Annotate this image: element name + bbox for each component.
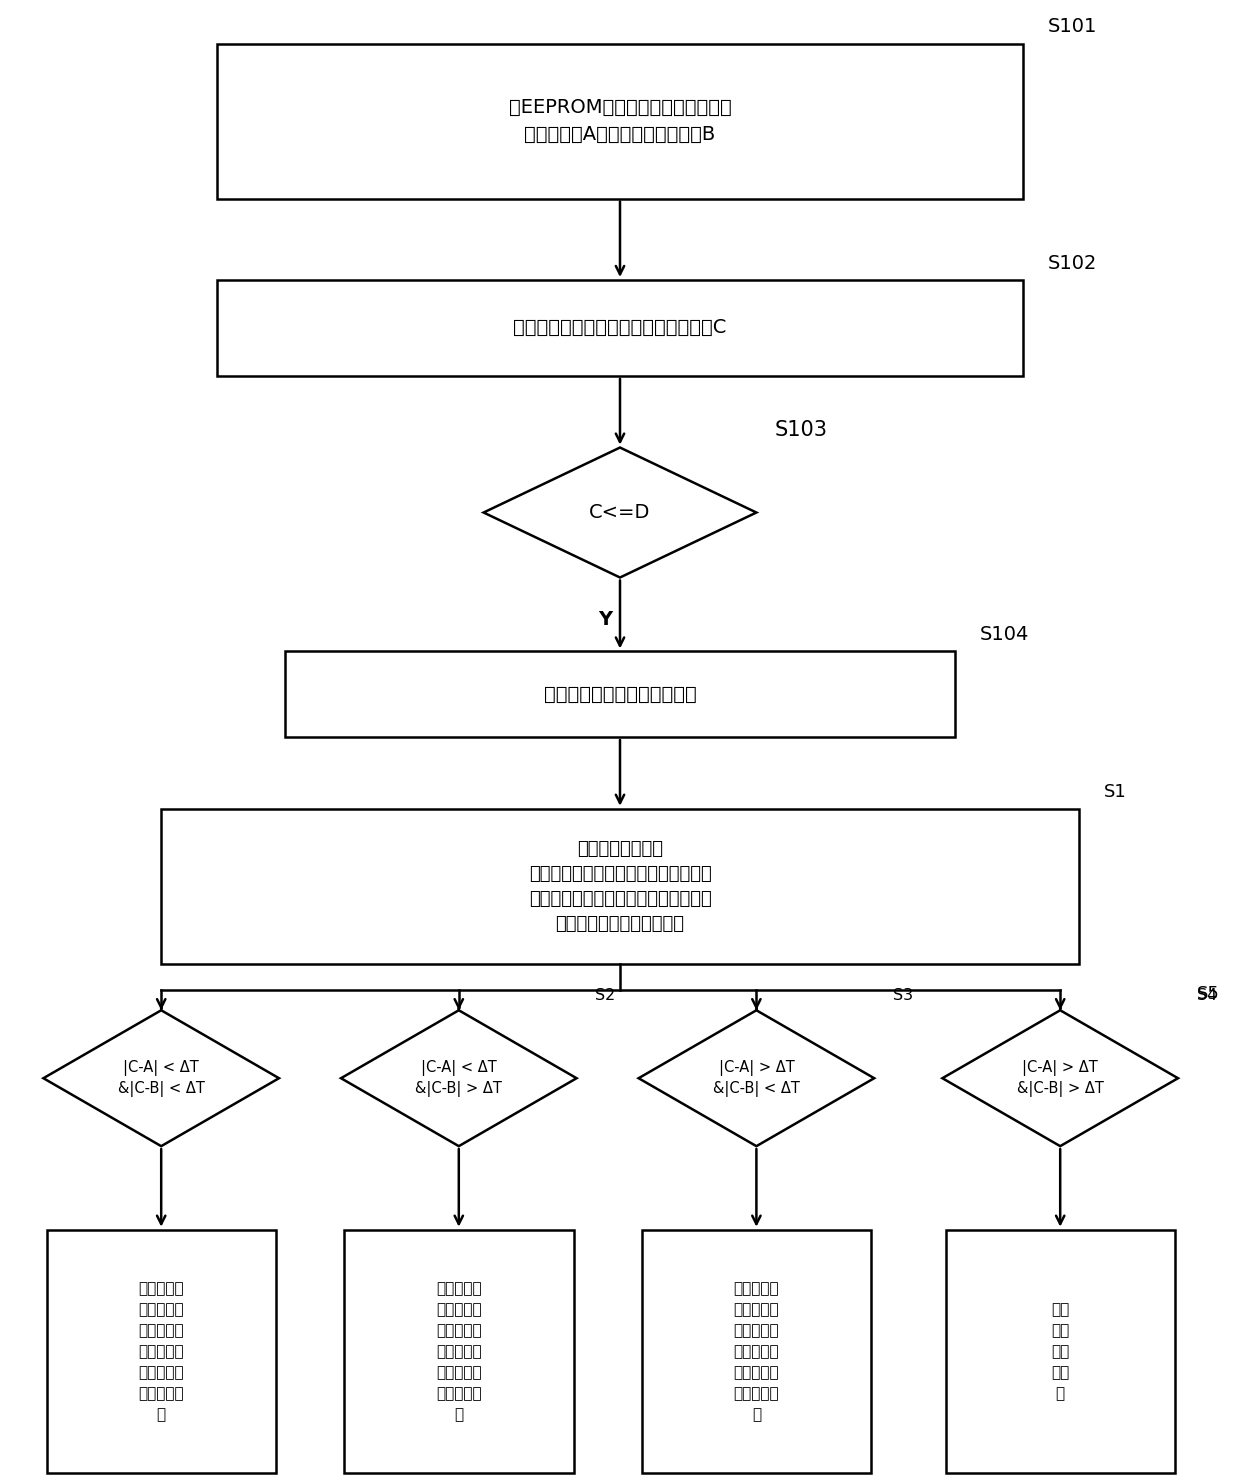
- Polygon shape: [639, 1010, 874, 1146]
- Text: S101: S101: [1048, 18, 1097, 37]
- FancyBboxPatch shape: [343, 1229, 573, 1474]
- Text: 当前循环中加速踏板开度对应的电压值C: 当前循环中加速踏板开度对应的电压值C: [513, 319, 727, 337]
- Text: S104: S104: [980, 625, 1029, 644]
- Text: |C-A| < ΔT
&|C-B| > ΔT: |C-A| < ΔT &|C-B| > ΔT: [415, 1060, 502, 1096]
- FancyBboxPatch shape: [161, 809, 1079, 963]
- Text: C<=D: C<=D: [589, 504, 651, 521]
- Text: |C-A| > ΔT
&|C-B| > ΔT: |C-A| > ΔT &|C-B| > ΔT: [1017, 1060, 1104, 1096]
- Text: |C-A| > ΔT
&|C-B| < ΔT: |C-A| > ΔT &|C-B| < ΔT: [713, 1060, 800, 1096]
- Text: |C-A| < ΔT
&|C-B| < ΔT: |C-A| < ΔT &|C-B| < ΔT: [118, 1060, 205, 1096]
- FancyBboxPatch shape: [945, 1229, 1176, 1474]
- Text: S3: S3: [893, 988, 913, 1003]
- Text: S2: S2: [595, 988, 615, 1003]
- Text: S5: S5: [1197, 985, 1219, 1003]
- FancyBboxPatch shape: [217, 44, 1023, 198]
- FancyBboxPatch shape: [285, 651, 955, 737]
- Polygon shape: [484, 448, 756, 578]
- Text: S4: S4: [1197, 988, 1216, 1003]
- Text: 根据电压值的均值进行自学习: 根据电压值的均值进行自学习: [543, 685, 697, 703]
- Text: 如果自学习失败，
计算电压值和上电时最小位置值的差值
的第一绝对值以及电压值和下电时最小
位置值的差值的第二绝对值: 如果自学习失败， 计算电压值和上电时最小位置值的差值 的第一绝对值以及电压值和下…: [528, 840, 712, 932]
- Polygon shape: [942, 1010, 1178, 1146]
- Text: 当下电时最
小位置值小
于标定阈值
时，以下电
时最小位置
值进行自学
习: 当下电时最 小位置值小 于标定阈值 时，以下电 时最小位置 值进行自学 习: [734, 1281, 779, 1422]
- FancyBboxPatch shape: [642, 1229, 870, 1474]
- Text: 当下电时最
小位置值小
于标定阈值
时，以下电
时最小位置
值进行自学
习: 当下电时最 小位置值小 于标定阈值 时，以下电 时最小位置 值进行自学 习: [139, 1281, 184, 1422]
- Text: S103: S103: [775, 419, 828, 440]
- FancyBboxPatch shape: [47, 1229, 275, 1474]
- Polygon shape: [43, 1010, 279, 1146]
- Polygon shape: [341, 1010, 577, 1146]
- Text: S1: S1: [1104, 783, 1126, 801]
- Text: 当上电时最
小位置值小
于标定阈值
时，以上电
时最小位置
值进行自学
习: 当上电时最 小位置值小 于标定阈值 时，以上电 时最小位置 值进行自学 习: [436, 1281, 481, 1422]
- Text: 以默
认值
进行
自学
习: 以默 认值 进行 自学 习: [1052, 1301, 1069, 1402]
- Text: S102: S102: [1048, 254, 1097, 272]
- FancyBboxPatch shape: [217, 281, 1023, 375]
- Text: Y: Y: [598, 610, 613, 629]
- Text: 从EEPROM中获取上一循环内上电时
最小位置值A和下电时最小位置值B: 从EEPROM中获取上一循环内上电时 最小位置值A和下电时最小位置值B: [508, 99, 732, 143]
